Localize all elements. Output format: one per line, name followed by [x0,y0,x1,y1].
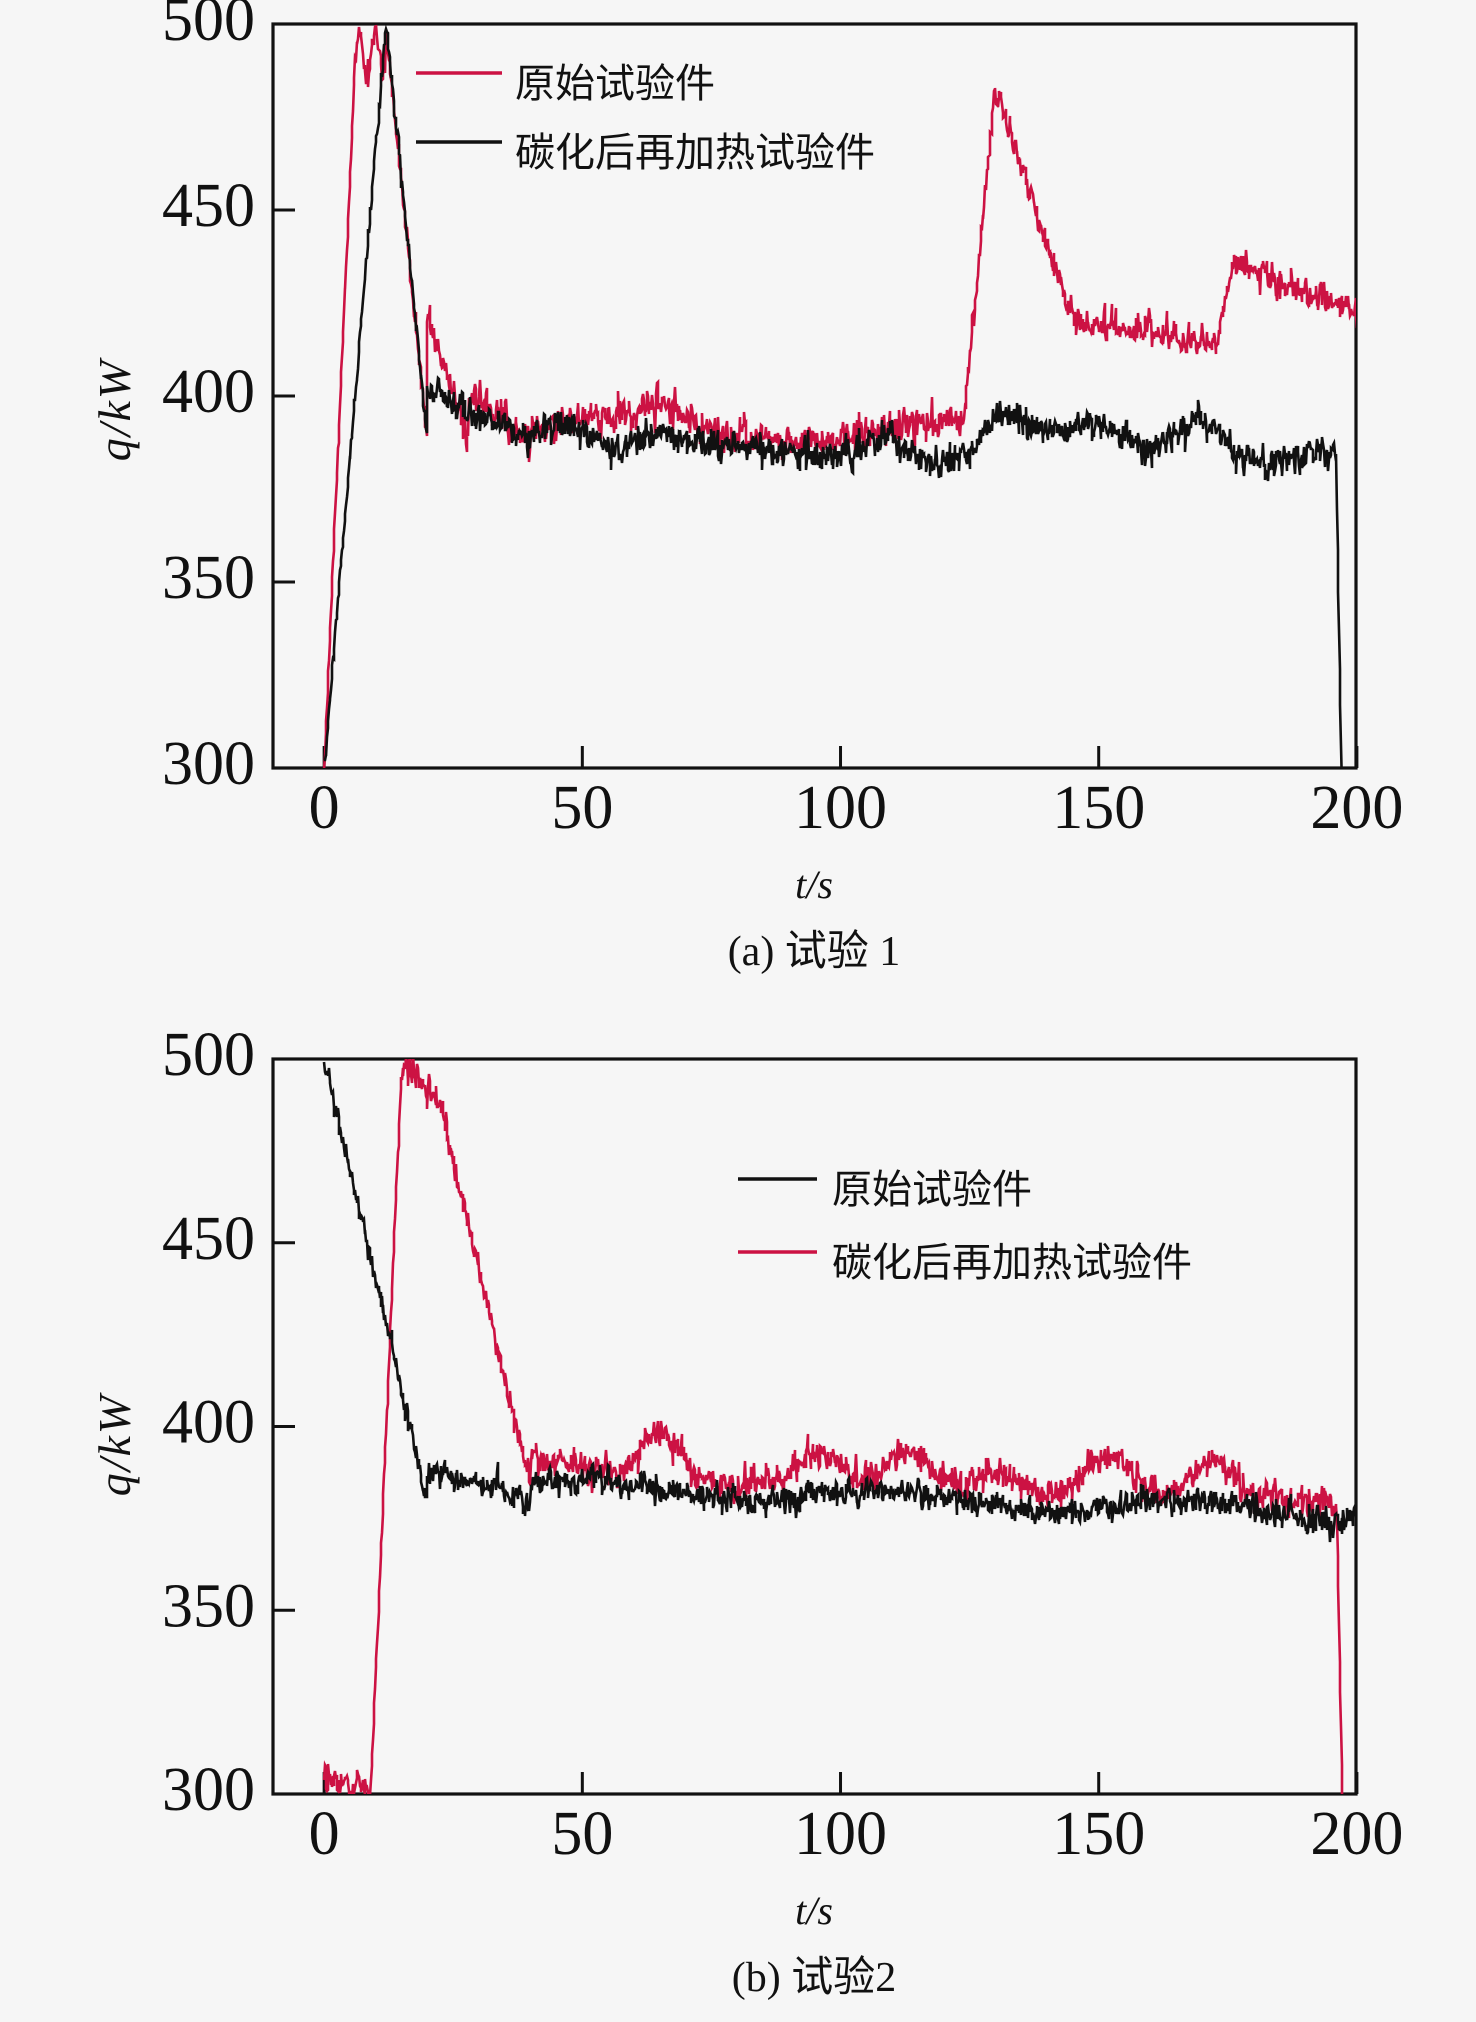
svg-text:碳化后再加热试验件: 碳化后再加热试验件 [515,131,875,175]
svg-text:350: 350 [162,544,255,612]
svg-text:400: 400 [162,358,255,426]
svg-text:(b) 试验2: (b) 试验2 [732,1954,896,2001]
svg-text:q/kW: q/kW [89,1392,140,1496]
svg-text:(a) 试验 1: (a) 试验 1 [728,928,901,975]
svg-text:q/kW: q/kW [89,357,140,461]
svg-text:原始试验件: 原始试验件 [832,1168,1032,1212]
svg-text:500: 500 [162,0,255,54]
svg-text:0: 0 [309,774,340,842]
svg-text:t/s: t/s [795,1888,833,1933]
svg-text:碳化后再加热试验件: 碳化后再加热试验件 [832,1241,1192,1285]
svg-text:450: 450 [162,1205,255,1273]
svg-text:100: 100 [794,774,887,842]
svg-text:100: 100 [794,1800,887,1868]
svg-text:300: 300 [162,730,255,798]
svg-text:300: 300 [162,1756,255,1824]
svg-text:450: 450 [162,172,255,240]
svg-text:200: 200 [1310,774,1403,842]
svg-text:500: 500 [162,1021,255,1089]
svg-text:0: 0 [309,1800,340,1868]
svg-text:50: 50 [551,1800,613,1868]
svg-text:400: 400 [162,1389,255,1457]
svg-text:原始试验件: 原始试验件 [515,62,715,106]
svg-text:t/s: t/s [795,862,833,907]
svg-text:200: 200 [1310,1800,1403,1868]
svg-text:50: 50 [551,774,613,842]
svg-text:350: 350 [162,1572,255,1640]
svg-text:150: 150 [1052,774,1145,842]
svg-text:150: 150 [1052,1800,1145,1868]
